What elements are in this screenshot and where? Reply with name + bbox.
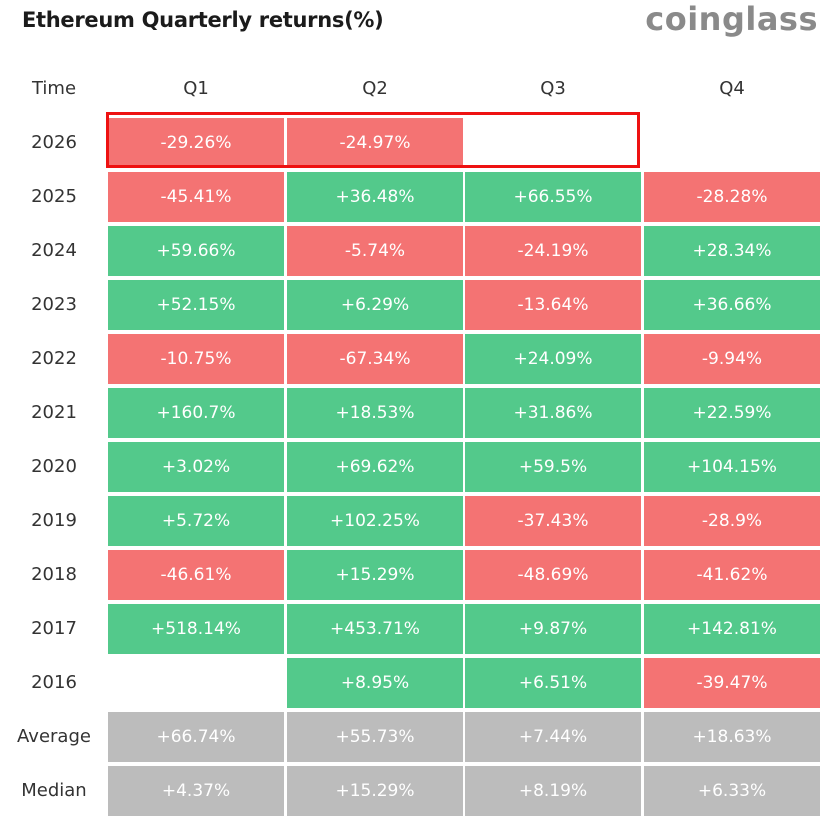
return-cell: +7.44%: [465, 712, 641, 762]
return-cell: +66.74%: [108, 712, 284, 762]
year-label: 2019: [31, 510, 77, 531]
return-cell: +3.02%: [108, 442, 284, 492]
return-cell: [644, 118, 820, 168]
table-row: 2023 +52.15% +6.29% -13.64% +36.66%: [0, 278, 824, 332]
return-cell: +518.14%: [108, 604, 284, 654]
return-cell: +55.73%: [287, 712, 463, 762]
summary-label: Average: [17, 726, 91, 747]
return-cell: +24.09%: [465, 334, 641, 384]
return-cell: +6.33%: [644, 766, 820, 816]
return-cell: +160.7%: [108, 388, 284, 438]
table-row: 2020 +3.02% +69.62% +59.5% +104.15%: [0, 440, 824, 494]
return-cell: +31.86%: [465, 388, 641, 438]
table-row: 2025 -45.41% +36.48% +66.55% -28.28%: [0, 170, 824, 224]
return-cell: -10.75%: [108, 334, 284, 384]
year-label: 2020: [31, 456, 77, 477]
year-label: 2016: [31, 672, 77, 693]
return-cell: +59.5%: [465, 442, 641, 492]
year-label: 2026: [31, 132, 77, 153]
return-cell: +104.15%: [644, 442, 820, 492]
year-label: 2018: [31, 564, 77, 585]
return-cell: -28.28%: [644, 172, 820, 222]
column-header-q4: Q4: [719, 78, 745, 99]
return-cell: +8.19%: [465, 766, 641, 816]
return-cell: +22.59%: [644, 388, 820, 438]
year-label: 2017: [31, 618, 77, 639]
return-cell: -29.26%: [108, 118, 284, 168]
return-cell: +66.55%: [465, 172, 641, 222]
column-header-q1: Q1: [183, 78, 209, 99]
chart-title: Ethereum Quarterly returns(%): [22, 8, 384, 32]
return-cell: -9.94%: [644, 334, 820, 384]
return-cell: +453.71%: [287, 604, 463, 654]
table-row: 2019 +5.72% +102.25% -37.43% -28.9%: [0, 494, 824, 548]
return-cell: +15.29%: [287, 550, 463, 600]
return-cell: +36.48%: [287, 172, 463, 222]
return-cell: +18.63%: [644, 712, 820, 762]
time-header: Time: [31, 78, 77, 99]
return-cell: -24.97%: [287, 118, 463, 168]
return-cell: -5.74%: [287, 226, 463, 276]
column-header-q2: Q2: [362, 78, 388, 99]
table-row: 2017 +518.14% +453.71% +9.87% +142.81%: [0, 602, 824, 656]
year-label: 2021: [31, 402, 77, 423]
table-row: 2018 -46.61% +15.29% -48.69% -41.62%: [0, 548, 824, 602]
return-cell: -28.9%: [644, 496, 820, 546]
return-cell: +6.51%: [465, 658, 641, 708]
year-label: 2025: [31, 186, 77, 207]
return-cell: +36.66%: [644, 280, 820, 330]
return-cell: -13.64%: [465, 280, 641, 330]
return-cell: +69.62%: [287, 442, 463, 492]
return-cell: [465, 118, 641, 168]
header-row: Time Q1 Q2 Q3 Q4: [0, 62, 824, 116]
return-cell: +4.37%: [108, 766, 284, 816]
table-row: 2021 +160.7% +18.53% +31.86% +22.59%: [0, 386, 824, 440]
table-row: 2022 -10.75% -67.34% +24.09% -9.94%: [0, 332, 824, 386]
return-cell: -39.47%: [644, 658, 820, 708]
return-cell: -37.43%: [465, 496, 641, 546]
summary-label: Median: [21, 780, 87, 801]
brand-logo: coinglass: [645, 0, 818, 38]
return-cell: +142.81%: [644, 604, 820, 654]
return-cell: [108, 658, 284, 708]
year-label: 2024: [31, 240, 77, 261]
return-cell: -48.69%: [465, 550, 641, 600]
return-cell: -67.34%: [287, 334, 463, 384]
year-label: 2023: [31, 294, 77, 315]
return-cell: +5.72%: [108, 496, 284, 546]
return-cell: +8.95%: [287, 658, 463, 708]
table-row: 2024 +59.66% -5.74% -24.19% +28.34%: [0, 224, 824, 278]
return-cell: +102.25%: [287, 496, 463, 546]
summary-row: Median +4.37% +15.29% +8.19% +6.33%: [0, 764, 824, 818]
return-cell: +18.53%: [287, 388, 463, 438]
return-cell: +15.29%: [287, 766, 463, 816]
return-cell: +59.66%: [108, 226, 284, 276]
return-cell: +6.29%: [287, 280, 463, 330]
return-cell: -24.19%: [465, 226, 641, 276]
return-cell: +28.34%: [644, 226, 820, 276]
table-row: 2026 -29.26% -24.97%: [0, 116, 824, 170]
return-cell: -46.61%: [108, 550, 284, 600]
year-label: 2022: [31, 348, 77, 369]
column-header-q3: Q3: [540, 78, 566, 99]
return-cell: +52.15%: [108, 280, 284, 330]
return-cell: -41.62%: [644, 550, 820, 600]
summary-row: Average +66.74% +55.73% +7.44% +18.63%: [0, 710, 824, 764]
return-cell: +9.87%: [465, 604, 641, 654]
table-row: 2016 +8.95% +6.51% -39.47%: [0, 656, 824, 710]
return-cell: -45.41%: [108, 172, 284, 222]
